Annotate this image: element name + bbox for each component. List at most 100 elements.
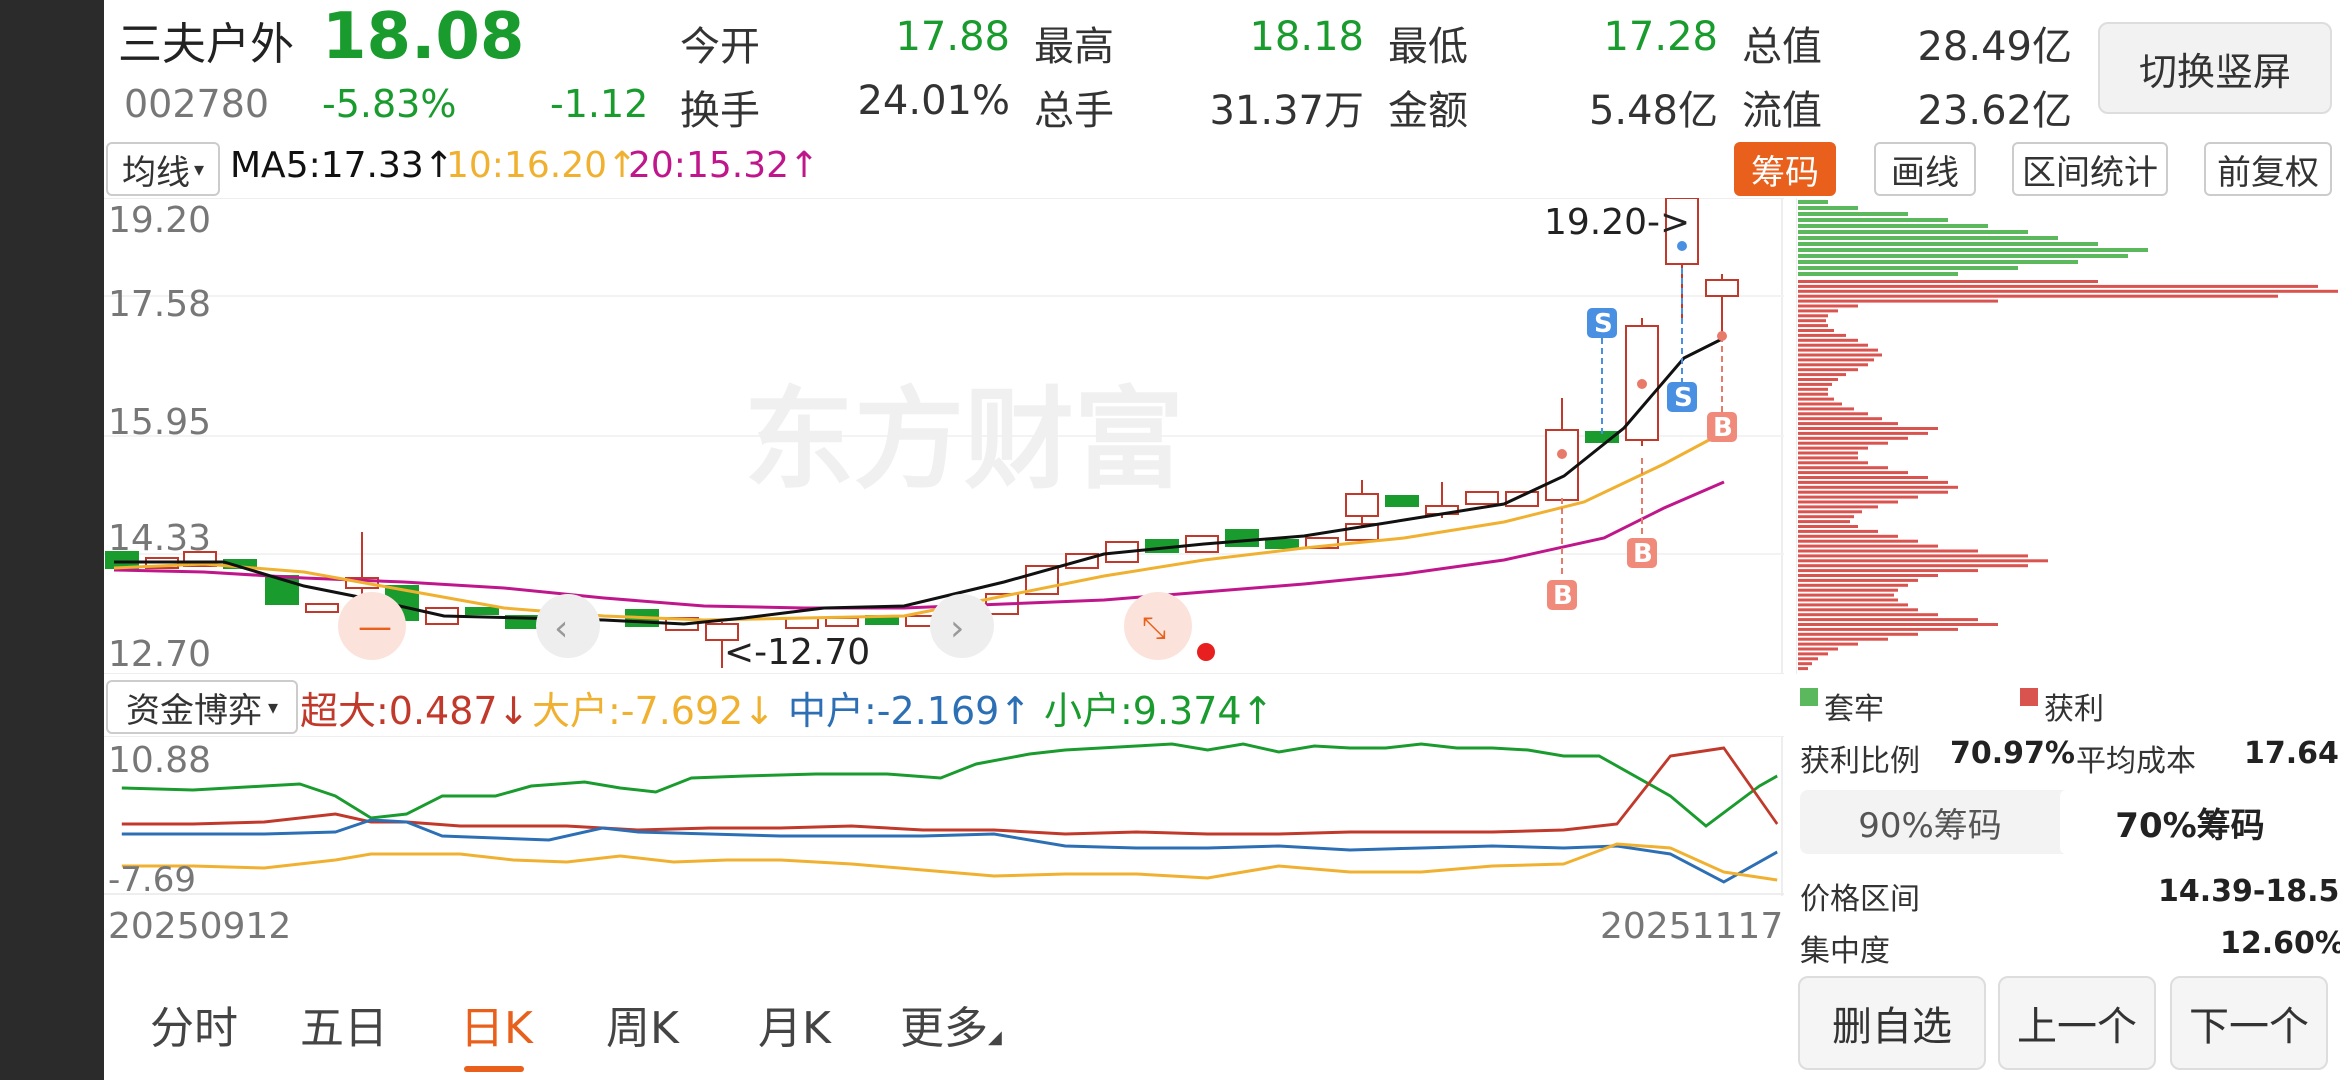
chip-bar [1798, 574, 1938, 577]
chip-bar [1798, 588, 1898, 592]
chip-distribution-chart[interactable] [1796, 198, 2340, 674]
tab-intraday[interactable]: 分时 [150, 1003, 238, 1054]
chip-bar [1798, 294, 2278, 298]
fund-large: 大户:-7.692↓ [532, 689, 776, 733]
forward-adjust-button[interactable]: 前复权 [2204, 142, 2332, 196]
chip-bar [1798, 427, 1938, 430]
tab-weekly-k[interactable]: 周K [606, 1003, 679, 1054]
buy-marker: B [1553, 581, 1573, 611]
sell-marker: S [1594, 309, 1613, 339]
scroll-right-button[interactable] [930, 594, 994, 658]
left-sidebar [0, 0, 104, 1080]
remove-watchlist-button[interactable]: 删自选 [1798, 976, 1986, 1070]
kline-chart[interactable]: 东方财富 [104, 198, 1784, 674]
stat-label-open: 今开 [680, 24, 760, 70]
chevron-down-icon: ▾ [267, 695, 279, 719]
tab-more[interactable]: 更多◢ [900, 992, 1002, 1056]
fund-flow-select[interactable]: 资金博弈 ▾ [106, 680, 298, 734]
stat-value-amount: 5.48亿 [1588, 88, 1718, 134]
chip-bar [1798, 224, 1988, 228]
stat-label-total-value: 总值 [1742, 24, 1822, 70]
chip-70-option[interactable]: 70%筹码 [2060, 790, 2320, 854]
buy-marker: B [1633, 539, 1653, 569]
chip-bar [1798, 642, 1858, 646]
switch-portrait-button[interactable]: 切换竖屏 [2098, 22, 2332, 114]
chip-bar [1798, 652, 1828, 656]
ma-select[interactable]: 均线 ▾ [106, 142, 220, 196]
chip-bar [1798, 608, 1918, 612]
tab-more-label: 更多 [900, 1003, 988, 1054]
stat-value-open: 17.88 [895, 14, 1010, 60]
draw-line-button[interactable]: 画线 [1874, 142, 1976, 196]
collapse-button[interactable] [1124, 592, 1192, 660]
chip-bar [1798, 392, 1828, 396]
chip-bar [1798, 578, 1918, 582]
chip-bar [1798, 314, 1828, 318]
chip-bar [1798, 647, 1838, 651]
chip-bar [1798, 466, 1888, 470]
chip-bar [1798, 495, 1918, 499]
chip-bar [1798, 397, 1834, 401]
stat-label-volume: 总手 [1034, 88, 1114, 134]
chip-bar [1798, 529, 1878, 533]
fund-small: 小户:9.374↑ [1044, 689, 1274, 733]
chip-bar [1798, 598, 1898, 602]
chip-90-option[interactable]: 90%筹码 [1858, 805, 2002, 846]
ma20-readout: 20:15.32↑ [628, 145, 820, 186]
profit-ratio-label: 获利比例 [1800, 744, 1920, 779]
stat-label-amount: 金额 [1388, 88, 1468, 134]
chip-bar [1798, 564, 2028, 568]
chip-bar [1798, 593, 1894, 597]
stat-label-float-value: 流值 [1742, 88, 1822, 134]
chip-bar [1798, 554, 2028, 558]
stock-name: 三夫户外 [118, 19, 294, 70]
chip-bar [1798, 534, 1898, 538]
chip-bar [1798, 549, 1978, 553]
chip-bar [1798, 266, 2018, 270]
chip-bar [1798, 260, 2078, 264]
tab-five-day[interactable]: 五日 [300, 1003, 388, 1054]
chip-bar [1798, 304, 1858, 308]
chip-bar [1798, 212, 1908, 216]
chip-percent-toggle[interactable]: 90%筹码 70%筹码 [1800, 790, 2320, 854]
chip-bar [1798, 236, 2058, 240]
chips-button[interactable]: 筹码 [1734, 142, 1836, 196]
chip-bar [1798, 510, 1862, 514]
chip-bar [1798, 206, 1858, 210]
chip-bar [1798, 378, 1838, 381]
chip-bar [1798, 289, 2338, 293]
chip-bar [1798, 363, 1868, 367]
chip-bar [1798, 662, 1812, 666]
tab-daily-k[interactable]: 日K [460, 1003, 533, 1054]
chip-bar [1798, 623, 1998, 626]
stat-value-volume: 31.37万 [1209, 88, 1364, 134]
chip-bar [1798, 280, 2098, 283]
chip-bar [1798, 200, 1828, 204]
current-price: 18.08 [322, 0, 525, 74]
chip-bar [1798, 242, 2098, 246]
chip-bar [1798, 618, 1978, 622]
next-stock-button[interactable]: 下一个 [2170, 976, 2328, 1070]
previous-stock-button[interactable]: 上一个 [1998, 976, 2156, 1070]
scroll-left-button[interactable] [536, 594, 600, 658]
chip-bar [1798, 667, 1808, 671]
chip-bar [1798, 613, 1938, 617]
low-price-marker: <-12.70 [724, 632, 870, 673]
indicator-dot [1197, 643, 1215, 661]
stat-label-high: 最高 [1034, 24, 1114, 70]
stock-code: 002780 [124, 82, 270, 126]
chip-bar [1798, 382, 1832, 386]
chip-bar [1798, 422, 1898, 426]
interval-stats-button[interactable]: 区间统计 [2012, 142, 2168, 196]
chip-bar [1798, 358, 1874, 362]
tab-monthly-k[interactable]: 月K [758, 1003, 831, 1054]
chip-bar [1798, 436, 1908, 440]
chip-bar [1798, 525, 1858, 528]
stat-label-turnover: 换手 [680, 88, 760, 134]
chevron-down-icon: ▾ [193, 157, 205, 181]
y-axis-label: 17.58 [108, 284, 212, 325]
collapse-icon: ⤡ [1142, 611, 1166, 646]
fund-flow-chart[interactable] [104, 736, 1784, 896]
price-range-value: 14.39-18.54 [2158, 874, 2340, 909]
zoom-out-button[interactable] [338, 592, 406, 660]
